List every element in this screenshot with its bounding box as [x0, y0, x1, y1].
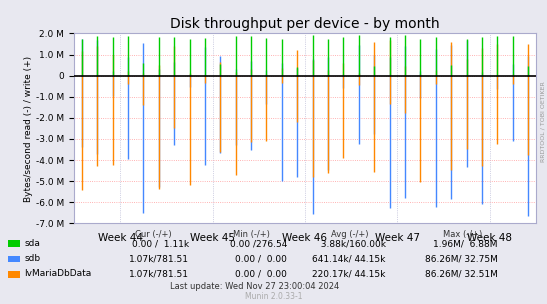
- Y-axis label: Bytes/second read (-) / write (+): Bytes/second read (-) / write (+): [24, 55, 33, 202]
- Text: 3.88k/160.00k: 3.88k/160.00k: [315, 239, 386, 248]
- Text: Avg (-/+): Avg (-/+): [331, 230, 369, 239]
- Text: Cur (-/+): Cur (-/+): [135, 230, 171, 239]
- Text: 86.26M/ 32.51M: 86.26M/ 32.51M: [425, 269, 498, 278]
- Text: 1.07k/781.51: 1.07k/781.51: [129, 254, 189, 263]
- Text: 220.17k/ 44.15k: 220.17k/ 44.15k: [312, 269, 386, 278]
- Text: 0.00 /276.54: 0.00 /276.54: [230, 239, 287, 248]
- Text: lvMariaDbData: lvMariaDbData: [25, 269, 92, 278]
- Text: RRDTOOL / TOBI OETIKER: RRDTOOL / TOBI OETIKER: [541, 81, 546, 162]
- Title: Disk throughput per device - by month: Disk throughput per device - by month: [170, 17, 440, 31]
- Text: 86.26M/ 32.75M: 86.26M/ 32.75M: [425, 254, 498, 263]
- Text: 0.00 /  1.11k: 0.00 / 1.11k: [132, 239, 189, 248]
- Text: Min (-/+): Min (-/+): [233, 230, 270, 239]
- Text: 641.14k/ 44.15k: 641.14k/ 44.15k: [312, 254, 386, 263]
- Text: sda: sda: [25, 239, 40, 248]
- Text: 0.00 /  0.00: 0.00 / 0.00: [235, 254, 287, 263]
- Text: Max (-/+): Max (-/+): [443, 230, 482, 239]
- Text: sdb: sdb: [25, 254, 40, 263]
- Text: 0.00 /  0.00: 0.00 / 0.00: [235, 269, 287, 278]
- Text: Munin 2.0.33-1: Munin 2.0.33-1: [245, 292, 302, 301]
- Text: 1.96M/  6.88M: 1.96M/ 6.88M: [433, 239, 498, 248]
- Text: 1.07k/781.51: 1.07k/781.51: [129, 269, 189, 278]
- Text: Last update: Wed Nov 27 23:00:04 2024: Last update: Wed Nov 27 23:00:04 2024: [170, 282, 339, 291]
